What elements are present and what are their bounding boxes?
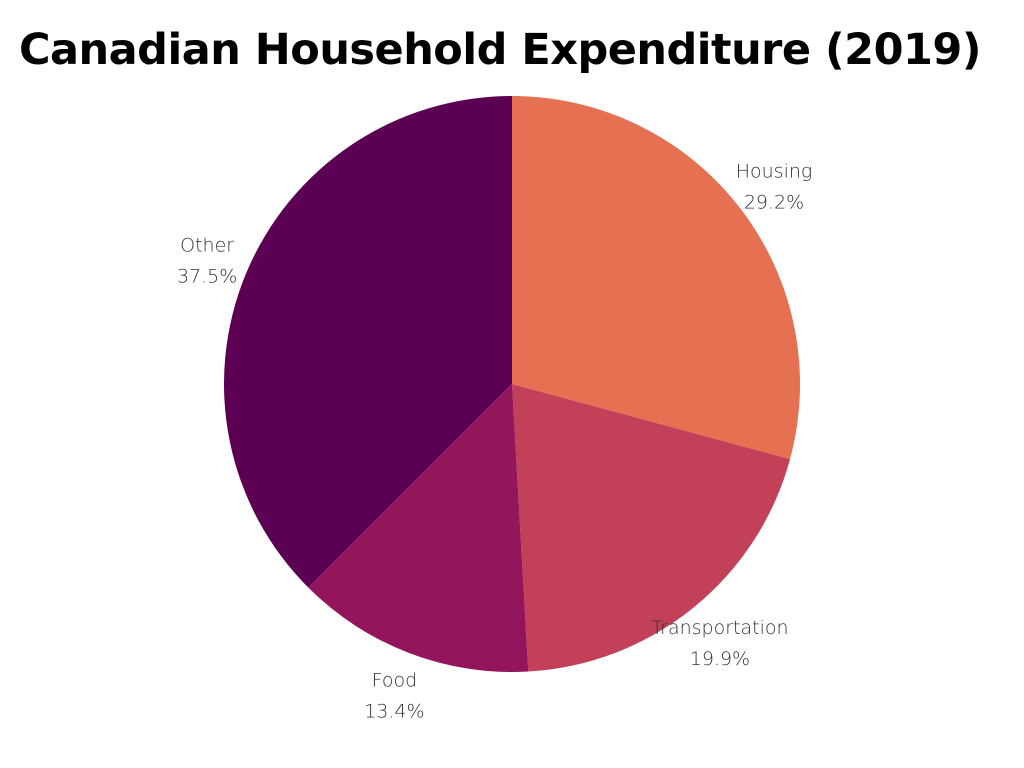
- slice-label-value: 37.5%: [177, 266, 237, 288]
- slice-label-name: Other: [180, 235, 234, 257]
- pie-slices: [223, 95, 801, 672]
- slice-housing: [512, 96, 801, 460]
- slice-label-value: 29.2%: [744, 191, 804, 213]
- slice-food: [308, 384, 529, 672]
- slice-label-name: Transportation: [651, 617, 788, 639]
- slice-transportation: [512, 384, 791, 672]
- slice-label-food: Food 13.4%: [364, 669, 424, 722]
- chart-title: Canadian Household Expenditure (2019): [18, 25, 982, 75]
- slice-label-name: Housing: [736, 160, 813, 182]
- slice-label-name: Food: [372, 669, 418, 691]
- slice-label-transportation: Transportation 19.9%: [651, 617, 788, 670]
- slice-label-housing: Housing 29.2%: [736, 160, 813, 213]
- slice-label-other: Other 37.5%: [177, 235, 237, 288]
- slice-other: [223, 95, 512, 588]
- slice-label-value: 13.4%: [364, 700, 424, 722]
- slice-label-value: 19.9%: [690, 648, 750, 670]
- pie-labels: Housing 29.2% Transportation 19.9% Food 13.4%…: [177, 160, 812, 722]
